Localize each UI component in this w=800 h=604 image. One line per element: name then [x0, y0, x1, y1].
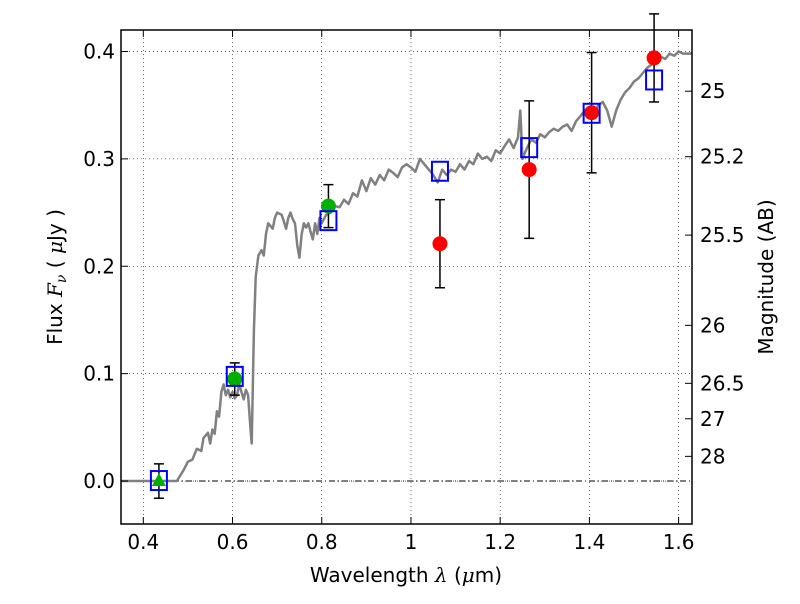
grid [121, 30, 692, 524]
y-tick-label: 0.1 [83, 362, 115, 386]
model-photometry-point [520, 137, 539, 159]
mag-tick-label: 28 [700, 444, 725, 468]
x-tick-label: 0.4 [127, 530, 159, 554]
x-axis-title: Wavelength λ (μm) [310, 563, 502, 587]
y-tick-label: 0.4 [83, 39, 115, 63]
y-axis-title: Flux Fν ( μJy ) [43, 209, 70, 345]
y2-axis-title: Magnitude (AB) [754, 199, 778, 354]
ticks: 0.4 0.6 0.8 1 1.2 1.4 1.6 0.0 0.1 0.2 0.3 0.4 25 25.2… [83, 30, 745, 554]
model-photometry-point [430, 160, 449, 182]
y-tick-label: 0.3 [83, 147, 115, 171]
spectrum-line [121, 50, 692, 483]
ir-data-point [521, 162, 537, 178]
hst-data-point [227, 371, 243, 387]
model-photometry-point [149, 470, 168, 492]
axes-frame [120, 29, 693, 525]
x-tick-label: 0.8 [306, 530, 338, 554]
model-photometry-point [319, 210, 338, 232]
mag-tick-label: 25.5 [700, 223, 745, 247]
model-photometry-point [582, 102, 601, 124]
x-tick-label: 1.6 [663, 530, 695, 554]
mag-tick-label: 26 [700, 313, 725, 337]
plot-area [121, 13, 692, 499]
ir-data-point [432, 236, 448, 252]
ir-data-point [646, 50, 662, 66]
x-tick-label: 1.4 [573, 530, 605, 554]
x-tick-label: 1 [405, 530, 418, 554]
y-tick-label: 0.0 [83, 469, 115, 493]
x-tick-label: 0.6 [217, 530, 249, 554]
ir-data-point [584, 105, 600, 121]
mag-tick-label: 27 [700, 407, 725, 431]
model-photometry-point [645, 69, 664, 91]
y-tick-label: 0.2 [83, 254, 115, 278]
model-photometry-point [225, 365, 244, 387]
x-tick-label: 1.2 [484, 530, 516, 554]
mag-tick-label: 26.5 [700, 371, 745, 395]
mag-tick-label: 25 [700, 79, 725, 103]
upper-limit-point [151, 473, 166, 487]
hst-data-point [320, 198, 336, 214]
mag-tick-label: 25.2 [700, 145, 745, 169]
